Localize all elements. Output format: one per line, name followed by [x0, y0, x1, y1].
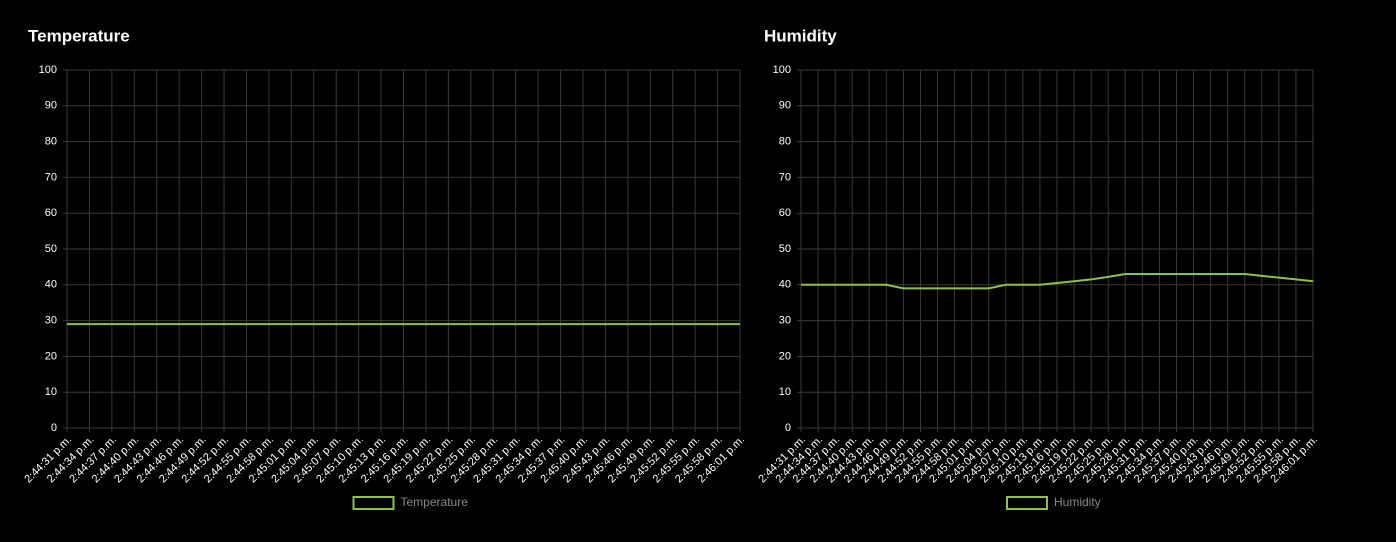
- y-tick-label: 60: [779, 207, 791, 219]
- y-tick-label: 50: [45, 243, 57, 255]
- chart-title: Humidity: [764, 26, 837, 45]
- legend-label: Temperature: [401, 495, 469, 509]
- y-tick-label: 10: [779, 386, 791, 398]
- y-tick-label: 100: [39, 64, 57, 76]
- y-tick-label: 0: [51, 422, 57, 434]
- y-tick-label: 10: [45, 386, 57, 398]
- y-tick-label: 40: [45, 279, 57, 291]
- legend-swatch: [352, 496, 395, 510]
- y-tick-label: 50: [779, 243, 791, 255]
- chart-title: Temperature: [28, 26, 130, 45]
- y-tick-label: 90: [45, 100, 57, 112]
- y-tick-label: 20: [779, 350, 791, 362]
- y-tick-label: 0: [785, 422, 791, 434]
- y-tick-label: 60: [45, 207, 57, 219]
- y-tick-label: 30: [45, 315, 57, 327]
- y-tick-label: 80: [779, 136, 791, 148]
- y-tick-label: 90: [779, 100, 791, 112]
- y-tick-label: 70: [45, 171, 57, 183]
- y-tick-label: 40: [779, 279, 791, 291]
- legend-label: Humidity: [1054, 495, 1101, 509]
- y-tick-label: 100: [773, 64, 791, 76]
- legend-swatch: [1006, 496, 1048, 510]
- y-tick-label: 30: [779, 315, 791, 327]
- y-tick-label: 70: [779, 171, 791, 183]
- chart: Temperature01020304050607080901002:44:31…: [22, 26, 747, 510]
- y-tick-label: 80: [45, 136, 57, 148]
- series-line: [801, 273, 1314, 290]
- y-tick-label: 20: [45, 350, 57, 362]
